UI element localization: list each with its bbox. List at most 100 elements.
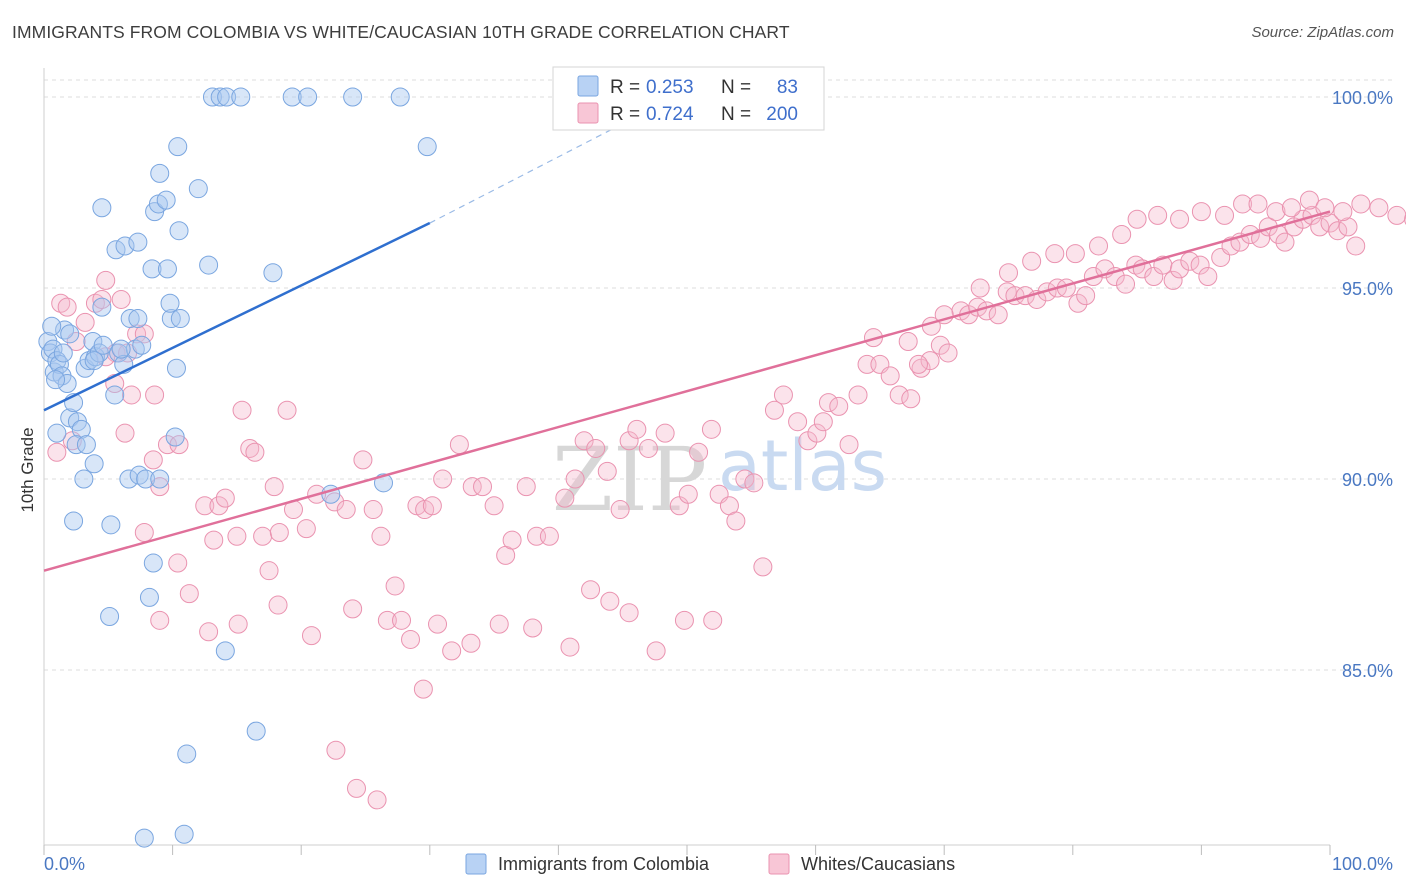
legend-swatch-pink bbox=[577, 102, 599, 124]
point-whites bbox=[1275, 232, 1295, 252]
point-whites bbox=[610, 500, 630, 520]
point-whites bbox=[92, 289, 112, 309]
x-tick-labels: 0.0% 100.0% bbox=[44, 854, 1393, 874]
point-whites bbox=[199, 622, 219, 642]
point-colombia bbox=[120, 309, 140, 329]
point-whites bbox=[168, 553, 188, 573]
point-whites bbox=[442, 641, 462, 661]
point-whites bbox=[157, 435, 177, 455]
point-whites bbox=[813, 412, 833, 432]
point-whites bbox=[1248, 194, 1268, 214]
point-whites bbox=[600, 591, 620, 611]
point-whites bbox=[938, 343, 958, 363]
y-tick-labels: 85.0% 90.0% 95.0% 100.0% bbox=[1332, 88, 1393, 681]
point-colombia bbox=[217, 87, 237, 107]
point-whites bbox=[413, 679, 433, 699]
x-tick-label-end: 100.0% bbox=[1332, 854, 1393, 874]
point-whites bbox=[908, 354, 928, 374]
point-whites bbox=[195, 496, 215, 516]
legend-n-value-pink: 200 bbox=[766, 104, 798, 125]
point-colombia bbox=[128, 232, 148, 252]
point-colombia bbox=[84, 351, 104, 371]
point-colombia bbox=[101, 515, 121, 535]
point-colombia bbox=[169, 221, 189, 241]
point-whites bbox=[209, 496, 229, 516]
point-whites bbox=[277, 400, 297, 420]
point-whites bbox=[75, 312, 95, 332]
point-whites bbox=[367, 790, 387, 810]
point-whites bbox=[232, 400, 252, 420]
point-colombia bbox=[53, 343, 73, 363]
point-whites bbox=[560, 637, 580, 657]
legend-r-value-blue: 0.253 bbox=[646, 77, 694, 98]
point-whites bbox=[240, 438, 260, 458]
point-colombia bbox=[134, 828, 154, 848]
point-whites bbox=[1328, 221, 1348, 241]
series-legend-label-colombia: Immigrants from Colombia bbox=[498, 854, 710, 874]
gridlines bbox=[44, 79, 1395, 671]
point-whites bbox=[502, 530, 522, 550]
trend-line-colombia-extension bbox=[429, 123, 623, 224]
point-whites bbox=[646, 641, 666, 661]
legend-n-label-pink: N = bbox=[721, 104, 751, 125]
point-colombia bbox=[263, 263, 283, 283]
point-colombia bbox=[115, 236, 135, 256]
point-colombia bbox=[215, 641, 235, 661]
legend-r-label-pink: R = bbox=[610, 104, 640, 125]
point-colombia bbox=[139, 587, 159, 607]
point-whites bbox=[1068, 293, 1088, 313]
point-whites bbox=[134, 522, 154, 542]
series-whites-points bbox=[47, 190, 1406, 810]
point-colombia bbox=[231, 87, 251, 107]
point-whites bbox=[343, 599, 363, 619]
legend-n-label-blue: N = bbox=[721, 77, 751, 98]
point-whites bbox=[898, 331, 918, 351]
y-axis-label: 10th Grade bbox=[18, 427, 37, 512]
series-legend-label-whites: Whites/Caucasians bbox=[801, 854, 955, 874]
series-legend: Immigrants from Colombia Whites/Caucasia… bbox=[465, 853, 955, 875]
chart-source: Source: ZipAtlas.com bbox=[1251, 24, 1394, 41]
point-whites bbox=[1076, 286, 1096, 306]
point-colombia bbox=[165, 427, 185, 447]
stats-legend: R = 0.253 N = 83 R = 0.724 N = 200 bbox=[552, 66, 825, 131]
trend-line-colombia bbox=[43, 221, 431, 412]
point-whites bbox=[701, 419, 721, 439]
point-colombia bbox=[199, 255, 219, 275]
point-colombia bbox=[168, 137, 188, 157]
point-whites bbox=[1338, 217, 1358, 237]
watermark-atlas: atlas bbox=[718, 425, 887, 507]
point-whites bbox=[1351, 194, 1371, 214]
point-whites bbox=[264, 477, 284, 497]
point-whites bbox=[1112, 225, 1132, 245]
series-legend-swatch-whites bbox=[768, 853, 790, 875]
point-whites bbox=[269, 522, 289, 542]
point-whites bbox=[301, 626, 321, 646]
point-whites bbox=[1266, 202, 1286, 222]
point-colombia bbox=[343, 87, 363, 107]
point-colombia bbox=[57, 374, 77, 393]
point-colombia bbox=[210, 87, 230, 107]
point-whites bbox=[988, 305, 1008, 325]
point-whites bbox=[57, 297, 77, 317]
chart-title: IMMIGRANTS FROM COLOMBIA VS WHITE/CAUCAS… bbox=[12, 22, 790, 42]
series-legend-swatch-colombia bbox=[465, 853, 487, 875]
point-colombia bbox=[188, 179, 208, 199]
point-whites bbox=[597, 461, 617, 481]
point-colombia bbox=[246, 721, 266, 741]
point-whites bbox=[115, 423, 135, 443]
point-whites bbox=[143, 450, 163, 470]
point-whites bbox=[627, 419, 647, 439]
point-whites bbox=[655, 423, 675, 443]
point-whites bbox=[619, 431, 639, 451]
point-whites bbox=[377, 610, 397, 630]
legend-n-value-blue: 83 bbox=[777, 77, 798, 98]
point-colombia bbox=[60, 324, 80, 344]
point-whites bbox=[346, 778, 366, 798]
point-whites bbox=[111, 289, 131, 309]
point-colombia bbox=[47, 423, 67, 443]
point-whites bbox=[1346, 236, 1366, 256]
point-whites bbox=[1299, 190, 1319, 210]
point-whites bbox=[574, 431, 594, 451]
point-whites bbox=[1251, 228, 1271, 248]
trend-lines bbox=[43, 123, 1331, 572]
